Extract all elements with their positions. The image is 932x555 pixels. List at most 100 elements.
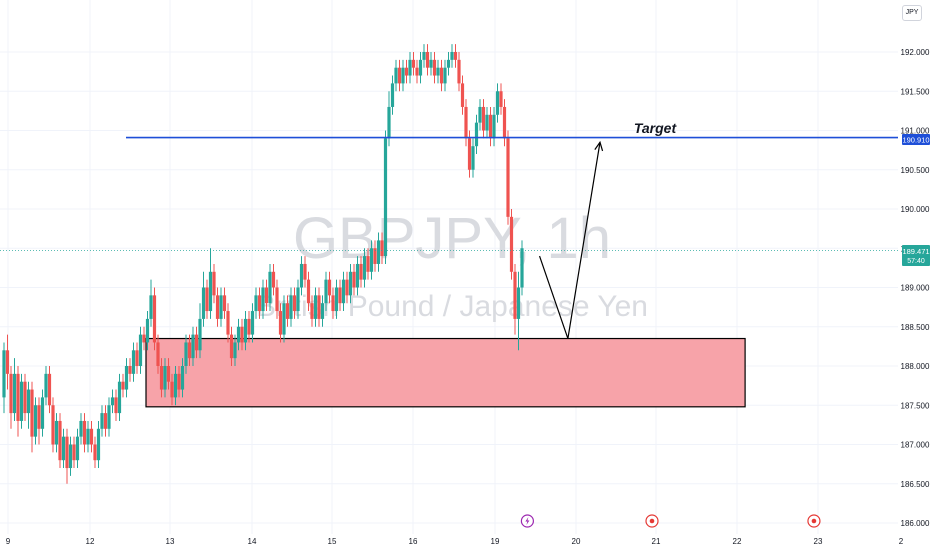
time-tick-label: 20 xyxy=(572,537,581,546)
candle-body xyxy=(47,373,52,406)
candle-body xyxy=(222,295,227,312)
candle-body xyxy=(110,397,115,406)
candle-body xyxy=(12,373,17,414)
candle-body xyxy=(264,287,269,304)
candle-body xyxy=(19,381,24,421)
target-price-tag[interactable]: 190.910 xyxy=(902,134,930,145)
candle-body xyxy=(341,279,346,304)
candle-body xyxy=(198,318,202,351)
candle-body xyxy=(100,413,104,429)
price-tick-label: 189.000 xyxy=(901,284,930,293)
candle-body xyxy=(450,52,454,60)
candle-body xyxy=(338,287,342,304)
candle-body xyxy=(65,436,69,469)
candle-body xyxy=(96,428,101,461)
candle-body xyxy=(9,373,13,414)
candle-body xyxy=(488,114,493,139)
candle-body xyxy=(170,381,174,398)
candle-body xyxy=(187,342,192,359)
candle-body xyxy=(317,295,321,319)
dot-circle-icon-glyph xyxy=(649,518,655,524)
candle-body xyxy=(250,311,255,335)
candle-body xyxy=(208,271,213,312)
candle-body xyxy=(422,52,426,60)
candle-body xyxy=(464,106,468,139)
candle-body xyxy=(320,303,325,319)
candle-body xyxy=(5,350,10,374)
candle-body xyxy=(149,295,153,319)
candle-body xyxy=(355,263,360,288)
event-markers[interactable] xyxy=(520,514,821,528)
candle-body xyxy=(268,271,272,304)
candle-body xyxy=(184,342,188,366)
time-tick-label: 23 xyxy=(814,537,823,546)
candle-body xyxy=(289,295,293,319)
candle-body xyxy=(145,318,150,343)
candle-body xyxy=(404,67,409,76)
price-axis[interactable]: 186.000 186.500 187.000 187.500 188.000 188.5… xyxy=(898,0,932,540)
candle-body xyxy=(243,318,248,343)
price-axis-bg xyxy=(898,0,932,540)
candle-body xyxy=(436,67,440,76)
candle-body xyxy=(285,303,290,319)
candle-body xyxy=(215,295,220,319)
candle-body xyxy=(495,91,500,115)
time-tick-label: 22 xyxy=(733,537,742,546)
candle-body xyxy=(401,67,405,84)
candle-body xyxy=(2,350,6,398)
candle-body xyxy=(205,287,209,312)
candle-body xyxy=(247,318,251,335)
candle-body xyxy=(460,83,465,107)
candle-body xyxy=(383,138,388,257)
candle-body xyxy=(516,287,521,319)
candle-body xyxy=(257,295,262,312)
candle-body xyxy=(408,59,412,76)
candle-body xyxy=(303,263,307,280)
candle-body xyxy=(201,287,206,319)
candle-body xyxy=(278,311,283,335)
target-label: Target xyxy=(634,120,678,136)
price-tick-label: 190.500 xyxy=(901,166,930,175)
price-tick-label: 190.000 xyxy=(901,205,930,214)
time-axis-bg xyxy=(0,534,932,550)
projection-arrow-path[interactable] xyxy=(538,142,601,339)
candle-body xyxy=(233,342,237,359)
price-tick-label: 188.000 xyxy=(901,362,930,371)
candle-body xyxy=(54,420,59,445)
candle-body xyxy=(156,342,160,366)
time-tick-label: 9 xyxy=(6,537,11,546)
candle-body xyxy=(474,122,479,147)
candle-body xyxy=(75,436,80,461)
candle-body xyxy=(177,373,181,390)
candle-body xyxy=(254,295,258,312)
candle-body xyxy=(37,405,41,429)
candle-body xyxy=(226,311,230,335)
candle-body xyxy=(324,279,328,304)
candle-body xyxy=(411,59,416,68)
time-tick-label: 19 xyxy=(491,537,500,546)
candle-body xyxy=(219,295,223,319)
candle-body xyxy=(93,444,97,461)
candle-body xyxy=(373,248,377,264)
time-axis[interactable]: 9 12 13 14 15 16 19 20 21 22 23 2 xyxy=(0,534,932,550)
candle-body xyxy=(58,420,62,461)
price-tick-label: 186.000 xyxy=(901,519,930,528)
candle-body xyxy=(26,389,31,414)
last-price-text: 189.471 xyxy=(902,247,929,256)
last-price-tag[interactable]: 189.471 57:40 xyxy=(902,245,930,266)
currency-button[interactable]: JPY xyxy=(902,5,922,21)
candle-body xyxy=(348,271,353,296)
candle-body xyxy=(362,256,367,280)
candle-body xyxy=(194,334,199,351)
candle-body xyxy=(275,287,279,312)
annotations[interactable] xyxy=(0,136,898,339)
candle-body xyxy=(418,59,423,76)
candle-body xyxy=(240,326,244,343)
watermark-symbol: GBPJPY, 1h xyxy=(293,206,611,271)
candle-body xyxy=(61,436,66,461)
candle-body xyxy=(359,263,363,280)
candle-body xyxy=(30,389,34,437)
target-price-text: 190.910 xyxy=(902,136,929,145)
